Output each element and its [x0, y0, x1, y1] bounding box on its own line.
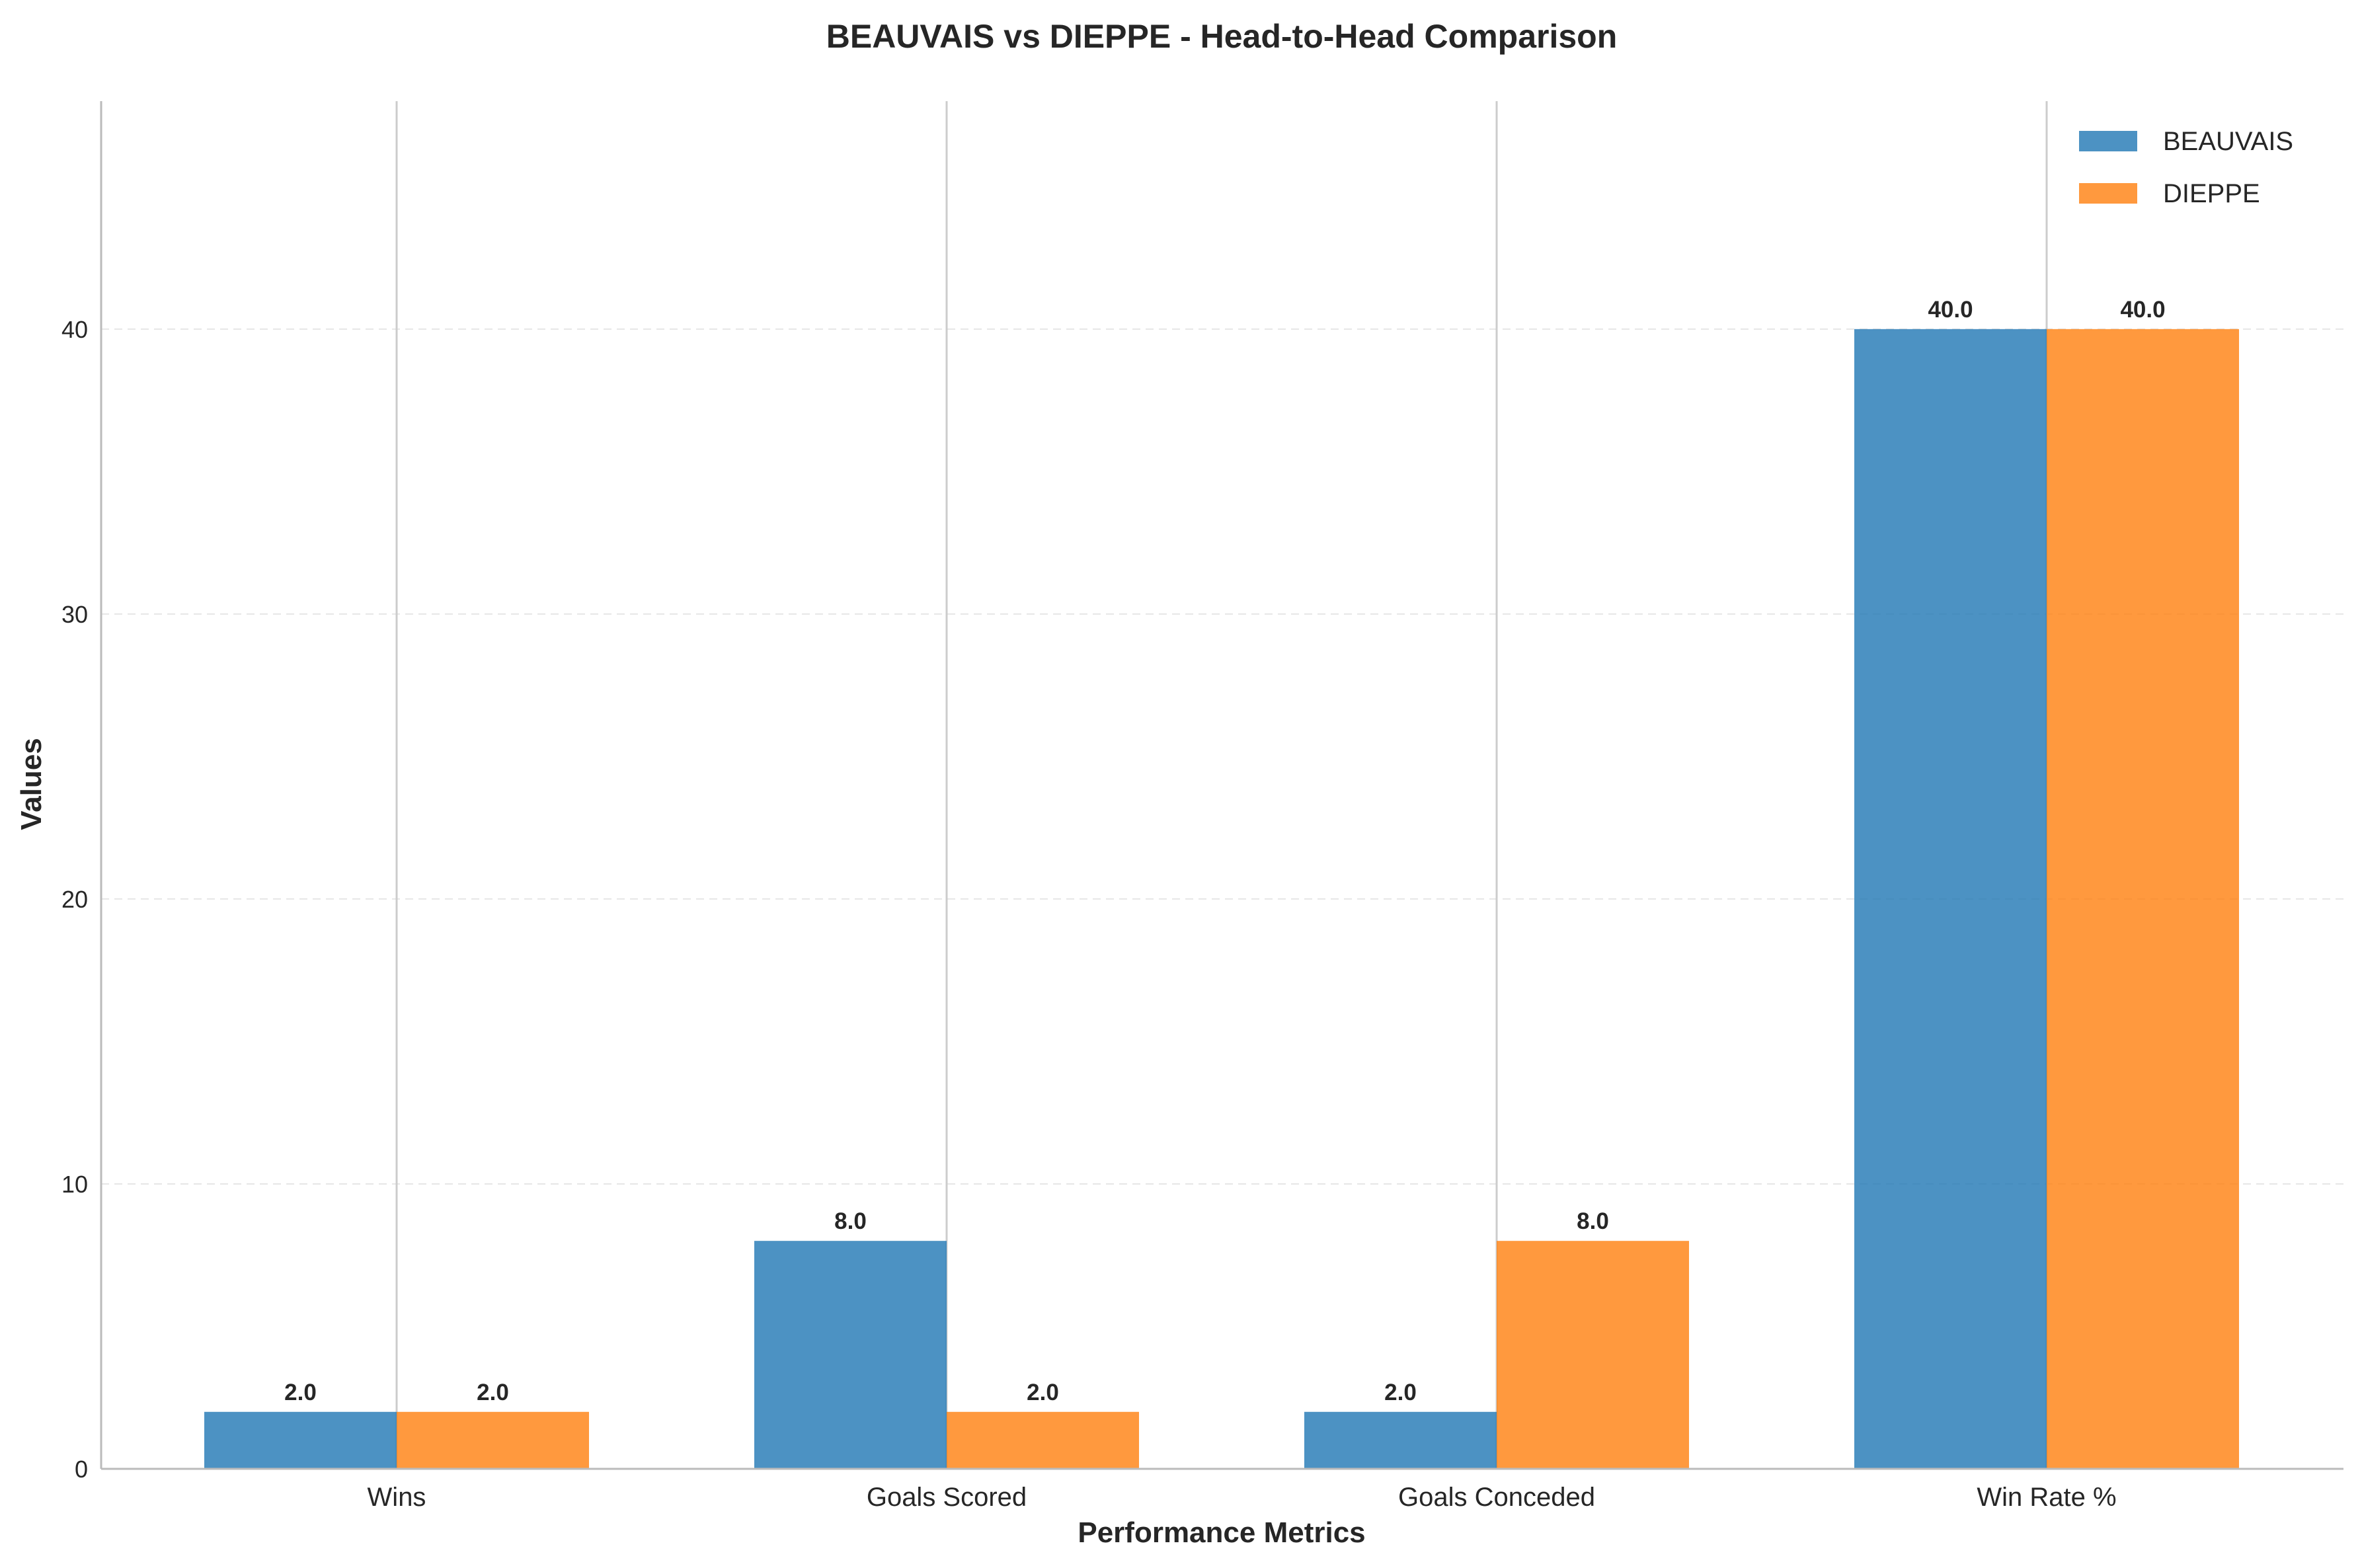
data-label: 2.0 [284, 1380, 317, 1405]
bar-beauvais-3 [1854, 329, 2047, 1469]
bar-dieppe-1 [947, 1411, 1139, 1469]
data-label: 2.0 [1027, 1380, 1059, 1405]
bar-dieppe-2 [1497, 1241, 1689, 1469]
legend-label: BEAUVAIS [2163, 127, 2293, 156]
bar-dieppe-3 [2047, 329, 2239, 1469]
data-label: 2.0 [477, 1380, 509, 1405]
data-label: 8.0 [834, 1208, 867, 1234]
bars [204, 329, 2239, 1469]
data-label: 40.0 [1928, 297, 1973, 323]
bar-beauvais-2 [1304, 1411, 1497, 1469]
data-label: 40.0 [2120, 297, 2165, 323]
bar-beauvais-1 [754, 1241, 947, 1469]
axes: 0 10 20 30 40 Wins Goals Scored Goals Conceded W… [61, 101, 2343, 1512]
y-axis-title: Values [15, 738, 48, 830]
data-label: 8.0 [1577, 1208, 1609, 1234]
y-tick-label: 30 [61, 601, 88, 628]
legend-swatch [2079, 183, 2137, 204]
data-labels: 2.0 8.0 2.0 40.0 2.0 2.0 8.0 40.0 [284, 297, 2165, 1405]
x-axis-title: Performance Metrics [1078, 1516, 1365, 1549]
chart-title: BEAUVAIS vs DIEPPE - Head-to-Head Compar… [826, 18, 1618, 55]
bar-beauvais-0 [204, 1411, 397, 1469]
x-tick-label: Goals Scored [867, 1483, 1027, 1512]
x-tick-label: Wins [368, 1483, 426, 1512]
y-tick-label: 0 [75, 1456, 88, 1483]
y-tick-label: 20 [61, 886, 88, 913]
legend-swatch [2079, 131, 2137, 151]
legend: BEAUVAIS DIEPPE [2079, 127, 2293, 208]
y-tick-label: 10 [61, 1171, 88, 1198]
bar-dieppe-0 [397, 1411, 589, 1469]
y-tick-label: 40 [61, 316, 88, 343]
data-label: 2.0 [1384, 1380, 1417, 1405]
legend-label: DIEPPE [2163, 179, 2260, 208]
x-tick-label: Goals Conceded [1398, 1483, 1595, 1512]
x-tick-label: Win Rate % [1977, 1483, 2116, 1512]
